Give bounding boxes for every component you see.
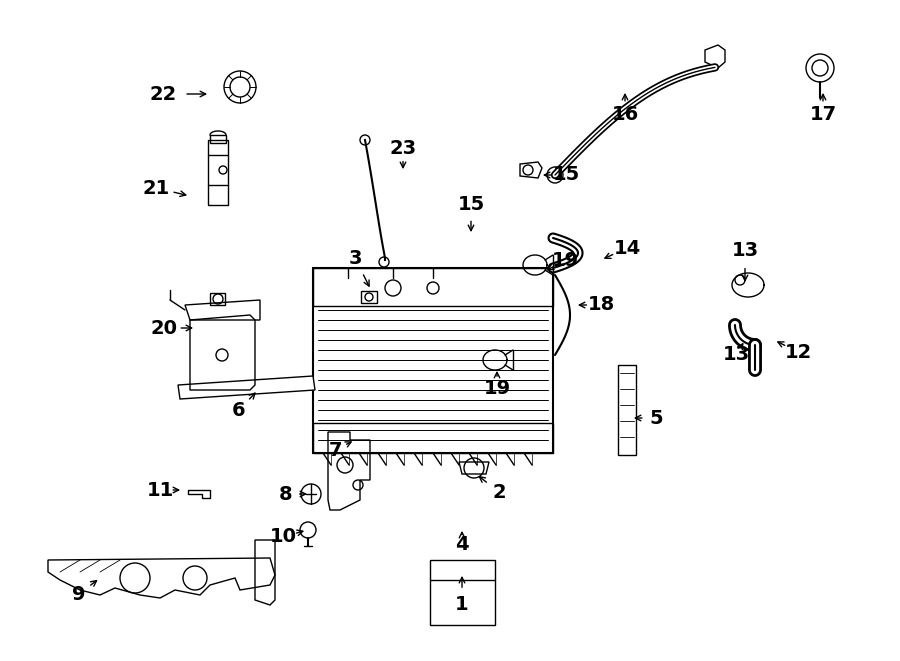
Bar xyxy=(210,135,226,143)
Text: 20: 20 xyxy=(150,319,177,338)
Text: 21: 21 xyxy=(142,178,169,198)
Text: 14: 14 xyxy=(614,239,641,258)
Polygon shape xyxy=(178,376,315,399)
Text: 7: 7 xyxy=(328,440,342,459)
Text: 5: 5 xyxy=(649,408,662,428)
Text: 16: 16 xyxy=(611,106,639,124)
Circle shape xyxy=(735,275,745,285)
Text: 17: 17 xyxy=(809,106,837,124)
Text: 2: 2 xyxy=(492,483,506,502)
Text: 22: 22 xyxy=(149,85,176,104)
Text: 19: 19 xyxy=(483,379,510,397)
Bar xyxy=(313,268,553,453)
Text: 9: 9 xyxy=(72,584,86,603)
Text: 11: 11 xyxy=(147,481,174,500)
Text: 13: 13 xyxy=(732,241,759,260)
Text: 1: 1 xyxy=(455,594,469,613)
Text: 12: 12 xyxy=(785,342,812,362)
Bar xyxy=(313,268,553,306)
Bar xyxy=(430,560,495,625)
Text: 15: 15 xyxy=(457,196,484,215)
Text: 13: 13 xyxy=(723,346,750,364)
Text: 4: 4 xyxy=(455,535,469,555)
Text: 8: 8 xyxy=(279,485,292,504)
Text: 10: 10 xyxy=(269,527,296,547)
Text: 6: 6 xyxy=(232,401,246,420)
Text: 3: 3 xyxy=(348,249,362,268)
Bar xyxy=(313,423,553,453)
Bar xyxy=(618,365,636,455)
Text: 23: 23 xyxy=(390,139,417,157)
Bar xyxy=(208,140,228,205)
Polygon shape xyxy=(459,462,489,474)
Text: 15: 15 xyxy=(553,165,580,184)
Text: 19: 19 xyxy=(552,251,579,270)
Text: 18: 18 xyxy=(588,295,615,315)
